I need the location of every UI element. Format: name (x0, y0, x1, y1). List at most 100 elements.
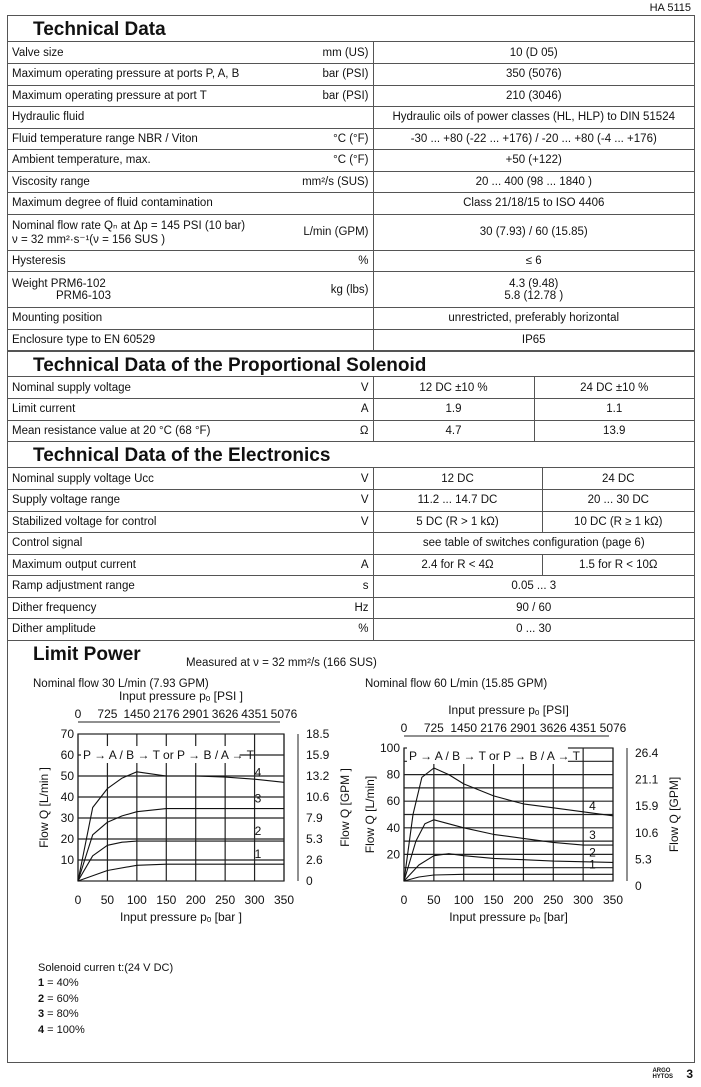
row-value: 10 (D 05) (373, 42, 694, 64)
row-value: 210 (3046) (373, 85, 694, 107)
y-tick-label: 40 (387, 820, 401, 834)
chart-title-30: Nominal flow 30 L/min (7.93 GPM) (33, 677, 209, 690)
table-row: Hydraulic fluid Hydraulic oils of power c… (8, 106, 694, 129)
row-label: Maximum output current (8, 554, 298, 576)
x2-tick-label: 1450 (450, 721, 477, 735)
row-label: Hysteresis (8, 250, 298, 272)
row-label: Ramp adjustment range (8, 575, 298, 598)
row-label: Supply voltage range (8, 489, 298, 512)
row-unit: V (298, 511, 374, 533)
section-title-solenoid: Technical Data of the Proportional Solen… (8, 351, 694, 377)
x-tick-label: 100 (127, 893, 147, 907)
row-unit: °C (°F) (298, 149, 374, 172)
row-value-24v: 1.1 (534, 398, 694, 421)
table-row: Stabilized voltage for control V 5 DC (R >… (8, 511, 694, 533)
x2-tick-label: 725 (424, 721, 444, 735)
row-value-24v: 10 DC (R ≥ 1 kΩ) (542, 511, 694, 533)
row-value: Class 21/18/15 to ISO 4406 (373, 192, 694, 215)
y-tick-label: 60 (61, 748, 75, 762)
curve-label: 3 (255, 791, 262, 805)
row-unit: V (298, 468, 374, 490)
row-unit: A (298, 554, 374, 576)
x2-tick-label: 2901 (510, 721, 537, 735)
row-label: Mean resistance value at 20 °C (68 °F) (8, 420, 298, 442)
table-row: Maximum operating pressure at ports P, A… (8, 63, 694, 86)
flow-direction-annotation: P → A / B → T or P → B / A → T (83, 748, 255, 762)
table-row: Viscosity range mm²/s (SUS) 20 ... 400 (98… (8, 171, 694, 193)
row-unit: kg (lbs) (298, 271, 374, 308)
y2-tick-label: 10.6 (306, 790, 330, 804)
row-unit: A (298, 398, 374, 421)
table-row: Mounting position unrestricted, preferabl… (8, 307, 694, 330)
row-value: 0 ... 30 (373, 618, 694, 641)
annotation-bg (407, 746, 568, 764)
y2-tick-label: 10.6 (635, 825, 659, 839)
limit-power-section: Limit Power Measured at ν = 32 mm²/s (166… (8, 641, 694, 1051)
curve-2 (77, 840, 284, 881)
y2-tick-label: 0 (306, 874, 313, 888)
row-label: Maximum operating pressure at port T (8, 85, 298, 107)
curve-label: 1 (589, 857, 596, 871)
row-value: see table of switches configuration (pag… (373, 532, 694, 555)
table-row: Fluid temperature range NBR / Viton °C (°… (8, 128, 694, 150)
row-value: IP65 (373, 329, 694, 351)
row-unit: bar (PSI) (298, 63, 374, 86)
y2-tick-label: 15.9 (635, 799, 659, 813)
curve-1 (403, 873, 613, 882)
y2-tick-label: 26.4 (635, 746, 659, 760)
y-tick-label: 40 (61, 790, 75, 804)
y2-tick-label: 7.9 (306, 811, 323, 825)
x-tick-label: 300 (245, 893, 265, 907)
legend-item: 4 = 100% (38, 1023, 85, 1036)
row-label: Viscosity range (8, 171, 298, 193)
x2-tick-label: 4351 (570, 721, 597, 735)
table-row: Valve size mm (US) 10 (D 05) (8, 42, 694, 64)
row-unit: mm (US) (298, 42, 374, 64)
row-unit: L/min (GPM) (298, 214, 374, 251)
electronics-table: Nominal supply voltage Ucc V 12 DC 24 DC Sup… (8, 468, 694, 641)
y-tick-label: 100 (380, 741, 400, 755)
y-tick-label: 20 (61, 832, 75, 846)
curve-label: 4 (255, 765, 262, 779)
y2-tick-label: 21.1 (635, 772, 659, 786)
legend-title: Solenoid curren t:(24 V DC) (38, 961, 174, 974)
row-unit: °C (°F) (298, 128, 374, 150)
row-value-24v: 1.5 for R < 10Ω (542, 554, 694, 576)
curve-label: 1 (255, 847, 262, 861)
table-row: Ambient temperature, max. °C (°F) +50 (+12… (8, 149, 694, 172)
row-label: Weight PRM6-102 PRM6-103 (8, 271, 298, 308)
chart-title-60: Nominal flow 60 L/min (15.85 GPM) (365, 677, 548, 690)
row-label: Dither frequency (8, 597, 298, 619)
datasheet-frame: Technical Data Valve size mm (US) 10 (D 05… (7, 15, 695, 1063)
y-tick-label: 30 (61, 811, 75, 825)
row-value: 90 / 60 (373, 597, 694, 619)
table-row: Nominal supply voltage Ucc V 12 DC 24 DC (8, 468, 694, 490)
table-row: Limit current A 1.9 1.1 (8, 398, 694, 421)
legend: Solenoid curren t:(24 V DC) 1 = 40% 2 = 6… (38, 961, 173, 1039)
y2-axis-label: Flow Q [GPM ] (338, 768, 352, 847)
curve-label: 2 (589, 845, 596, 859)
section-title-electronics: Technical Data of the Electronics (8, 442, 694, 468)
table-row: Dither frequency Hz 90 / 60 (8, 597, 694, 619)
curve-label: 4 (589, 798, 596, 812)
row-label: Valve size (8, 42, 298, 64)
y-axis-label: Flow Q [L/min] (363, 775, 377, 852)
y2-tick-label: 0 (635, 879, 642, 893)
row-label: Maximum operating pressure at ports P, A… (8, 63, 298, 86)
row-unit (298, 532, 374, 555)
y-tick-label: 60 (387, 794, 401, 808)
row-label: Fluid temperature range NBR / Viton (8, 128, 298, 150)
curve-2 (403, 852, 614, 881)
table-row: Nominal supply voltage V 12 DC ±10 % 24 DC … (8, 377, 694, 399)
row-value-24v: 24 DC (542, 468, 694, 490)
row-value-24v: 13.9 (534, 420, 694, 442)
table-row: Control signal see table of switches conf… (8, 532, 694, 555)
limit-power-charts: 0050725100145015021762002901250362630043… (37, 689, 681, 924)
row-unit: V (298, 377, 374, 399)
row-unit (298, 192, 374, 215)
row-unit: mm²/s (SUS) (298, 171, 374, 193)
section-title-technical-data: Technical Data (8, 16, 694, 42)
curve-3 (403, 818, 613, 881)
x2-tick-label: 2901 (182, 707, 209, 721)
